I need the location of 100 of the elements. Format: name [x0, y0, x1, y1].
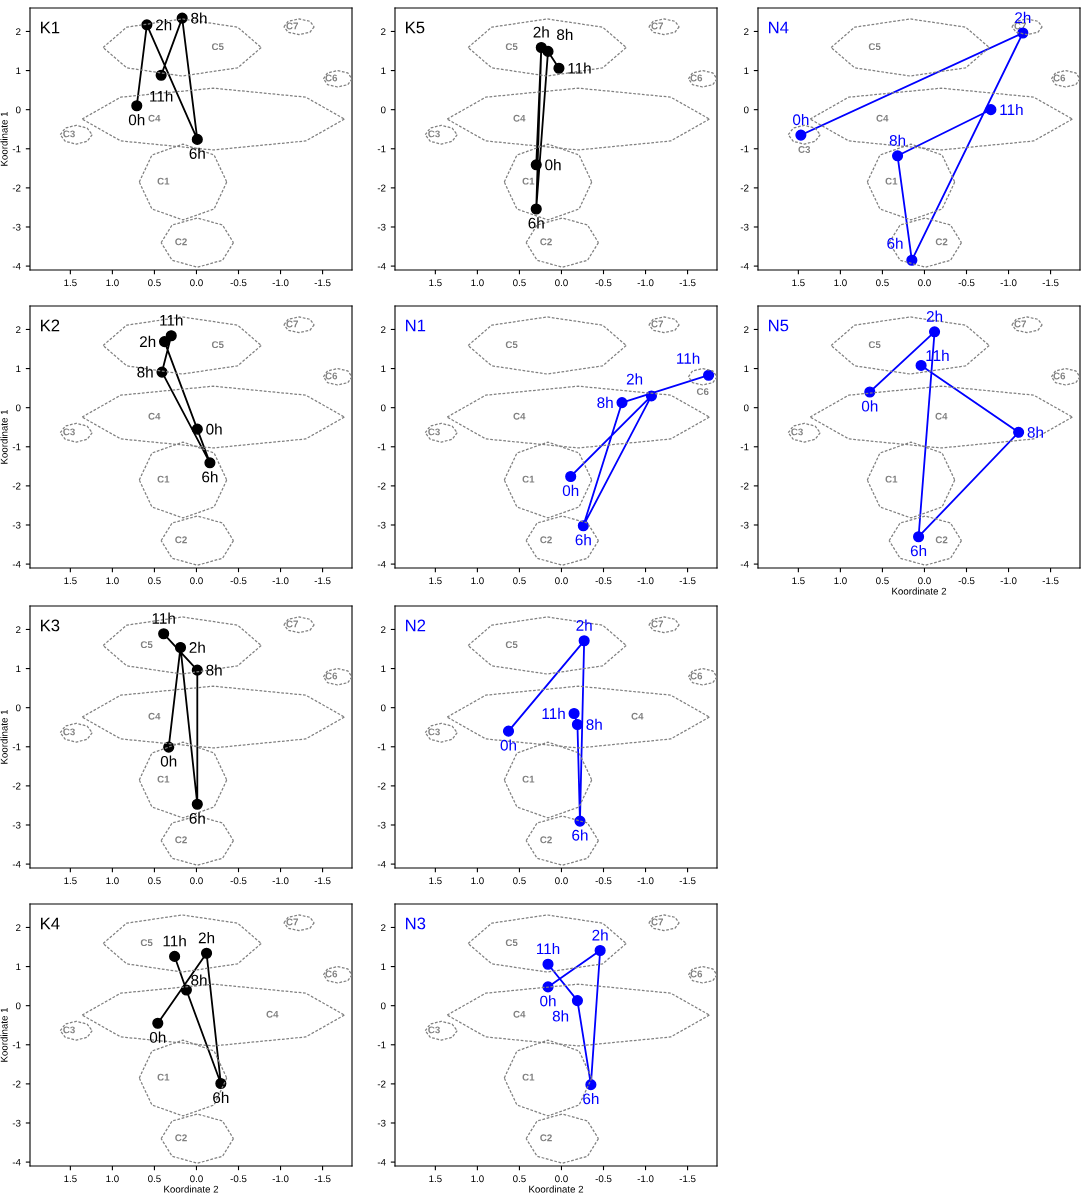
y-tick-label: -3 [740, 223, 749, 231]
x-tick-label: 0.5 [513, 279, 526, 287]
annotation: 6h [572, 829, 588, 841]
x-tick-label: -1.0 [637, 279, 654, 287]
y-tick-label: 1 [744, 67, 749, 75]
y-tick-label: -2 [740, 184, 749, 192]
annotation: 2h [155, 19, 172, 31]
y-tick-label: -1 [377, 443, 386, 451]
annotation: 8h [191, 974, 207, 986]
x-tick-label: -0.5 [230, 877, 247, 885]
series-label: C6 [325, 372, 338, 380]
series-label: C1 [522, 177, 535, 185]
series-label: C1 [522, 775, 535, 783]
y-tick-label: -4 [377, 860, 386, 868]
text: N1 [406, 319, 426, 332]
y-axis-title: Koordinate 1 [0, 111, 8, 166]
series-label: C5 [868, 341, 881, 349]
y-axis-title: Koordinate 1 [0, 709, 8, 764]
x-tick-label: 1.5 [64, 1175, 77, 1183]
y-tick-label: -2 [377, 482, 386, 490]
series-label: C1 [885, 177, 898, 185]
series-label: C7 [286, 918, 299, 926]
y-tick-label: -4 [740, 560, 749, 568]
x-tick-label: 0.0 [190, 279, 203, 287]
series-label: C1 [157, 775, 170, 783]
x-tick-label: 0.5 [876, 577, 889, 585]
annotation: 0h [545, 159, 561, 171]
y-tick-label: -1 [12, 145, 21, 153]
y-tick-label: 0 [380, 404, 386, 412]
y-tick-label: 0 [15, 404, 21, 412]
x-tick-label: -0.5 [230, 1175, 247, 1183]
annotation: 8h [191, 12, 207, 24]
series-label: C5 [211, 43, 224, 51]
x-tick-label: -1.5 [679, 1175, 696, 1183]
series-label: C3 [798, 146, 811, 153]
series-label: C2 [175, 536, 187, 544]
y-tick-label: -3 [12, 1119, 21, 1127]
series-label: C6 [690, 970, 703, 978]
text: C4 [876, 114, 889, 122]
annotation: 8h [137, 366, 153, 378]
x-tick-label: 0.5 [513, 877, 526, 885]
series-label: C7 [286, 320, 299, 328]
x-tick-label: -1.0 [272, 877, 289, 885]
y-tick-label: -1 [740, 145, 749, 153]
y-tick-label: 1 [381, 365, 386, 373]
text: C4 [266, 1010, 279, 1018]
y-tick-label: 0 [15, 106, 21, 114]
series-label: C1 [157, 177, 170, 185]
annotation: 8h [597, 396, 613, 409]
x-tick-label: -0.5 [230, 279, 247, 287]
y-tick-label: -4 [377, 1158, 386, 1166]
series-label: C6 [325, 970, 338, 978]
x-tick-label: -1.0 [637, 1175, 654, 1183]
annotation: 6h [583, 1093, 599, 1105]
series-label: C7 [651, 918, 664, 926]
series-label: C5 [505, 43, 518, 51]
x-tick-label: 1.0 [471, 877, 484, 885]
x-tick-label: 0.0 [555, 1175, 568, 1183]
x-tick-label: 0.5 [876, 279, 889, 287]
x-tick-label: 0.5 [148, 877, 161, 885]
y-tick-label: 1 [16, 963, 21, 971]
x-tick-label: 1.5 [429, 877, 442, 885]
series-label: C5 [868, 43, 881, 51]
series-label: C3 [63, 130, 75, 138]
series-label: C6 [1053, 372, 1066, 380]
series-label: C3 [63, 428, 75, 436]
x-axis-title: Koordinate 2 [892, 587, 947, 595]
x-tick-label: -1.5 [314, 1175, 331, 1183]
annotation: 2h [198, 932, 215, 944]
annotation: 2h [533, 26, 549, 38]
series-label: C1 [885, 475, 898, 483]
series-label: C5 [505, 641, 518, 649]
x-axis-title: Koordinate 2 [164, 1185, 219, 1193]
x-tick-label: -0.5 [595, 1175, 612, 1183]
annotation: 6h [575, 534, 591, 546]
y-tick-label: -3 [377, 223, 386, 231]
y-tick-label: -2 [377, 782, 386, 790]
x-tick-label: 0.0 [190, 877, 203, 885]
series-label: C7 [651, 620, 664, 628]
annotation: 6h [528, 217, 544, 229]
series-label: C5 [211, 341, 224, 349]
x-tick-label: 0.0 [918, 279, 931, 287]
series-label: C5 [505, 939, 518, 947]
series-label: C2 [540, 836, 552, 844]
text: C4 [148, 114, 161, 122]
x-tick-label: 0.0 [190, 577, 203, 585]
series-label: C6 [690, 672, 703, 680]
y-tick-label: -2 [12, 1080, 21, 1088]
x-tick-label: 0.5 [148, 1175, 161, 1183]
annotation: 0h [861, 400, 878, 412]
y-tick-label: -3 [377, 821, 386, 829]
y-tick-label: 1 [381, 67, 386, 75]
annotation: 0h [149, 1031, 166, 1043]
x-tick-label: -0.5 [595, 279, 612, 287]
annotation: 2h [592, 929, 608, 941]
annotation: 6h [189, 812, 205, 824]
annotation: 6h [887, 237, 903, 249]
x-tick-label: -1.0 [272, 279, 289, 287]
text: K3 [41, 619, 60, 632]
series-label: C2 [540, 238, 552, 246]
